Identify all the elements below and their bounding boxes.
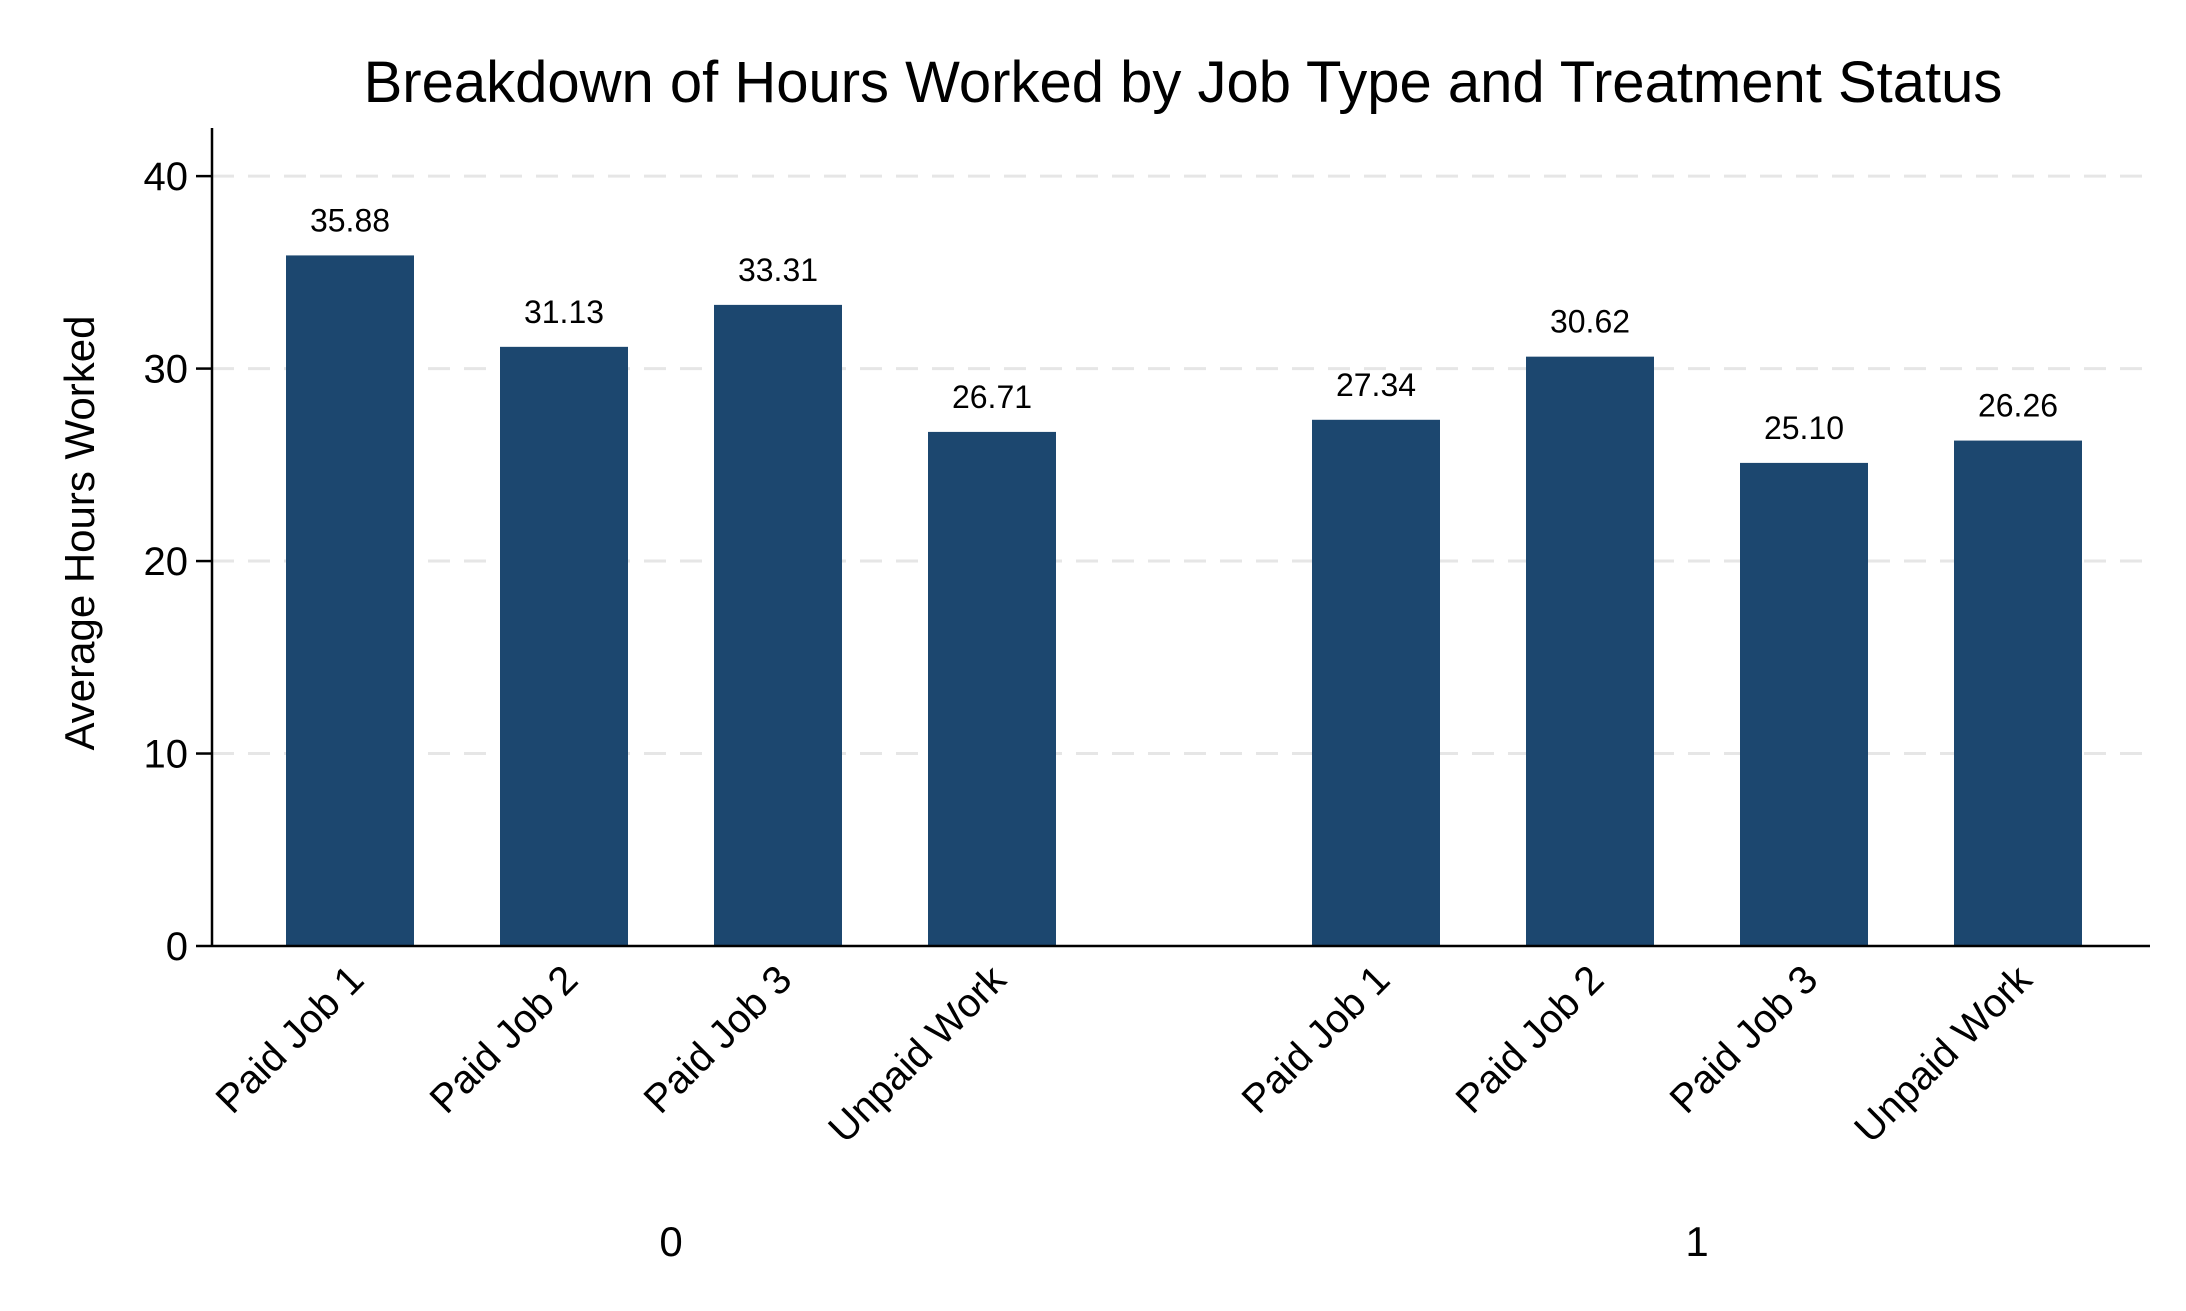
bar-group1-paid-job-3	[1740, 462, 1868, 946]
x-group-label: 1	[1685, 1218, 1708, 1265]
x-category-label: Unpaid Work	[1846, 957, 2041, 1152]
bar-group0-paid-job-3	[714, 304, 842, 946]
bar-group1-unpaid-work	[1954, 440, 2082, 946]
chart-title: Breakdown of Hours Worked by Job Type an…	[364, 50, 2003, 115]
y-tick-label: 0	[166, 925, 188, 969]
x-category-label: Paid Job 1	[1234, 957, 1399, 1122]
x-category-label: Paid Job 1	[208, 957, 373, 1122]
x-group-label: 0	[659, 1218, 682, 1265]
x-category-label: Paid Job 3	[1662, 957, 1827, 1122]
bar-value-label: 33.31	[738, 252, 818, 288]
bar-value-label: 25.10	[1764, 410, 1844, 446]
y-axis-label: Average Hours Worked	[56, 316, 103, 751]
bar-value-label: 27.34	[1336, 367, 1416, 403]
bar-value-label: 31.13	[524, 294, 604, 330]
bar-value-label: 35.88	[310, 202, 390, 238]
y-tick-label: 40	[144, 155, 189, 199]
bar-value-label: 26.71	[952, 379, 1032, 415]
bar-value-label: 30.62	[1550, 304, 1630, 340]
bar-group0-paid-job-1	[286, 255, 414, 946]
bar-value-label: 26.26	[1978, 388, 2058, 424]
y-tick-label: 30	[144, 348, 189, 392]
bars: 35.88 31.13 33.31 26.71 27.34 30.62 25.10 26.26	[286, 202, 2082, 947]
x-category-label: Paid Job 3	[636, 957, 801, 1122]
x-category-label: Unpaid Work	[820, 957, 1015, 1152]
y-tick-label: 20	[144, 540, 189, 584]
bar-group1-paid-job-2	[1526, 356, 1654, 947]
bar-group0-paid-job-2	[500, 346, 628, 946]
x-category-label: Paid Job 2	[422, 957, 587, 1122]
x-category-label: Paid Job 2	[1448, 957, 1613, 1122]
bar-group1-paid-job-1	[1312, 419, 1440, 946]
y-tick-label: 10	[144, 733, 189, 777]
bar-group0-unpaid-work	[928, 431, 1056, 946]
